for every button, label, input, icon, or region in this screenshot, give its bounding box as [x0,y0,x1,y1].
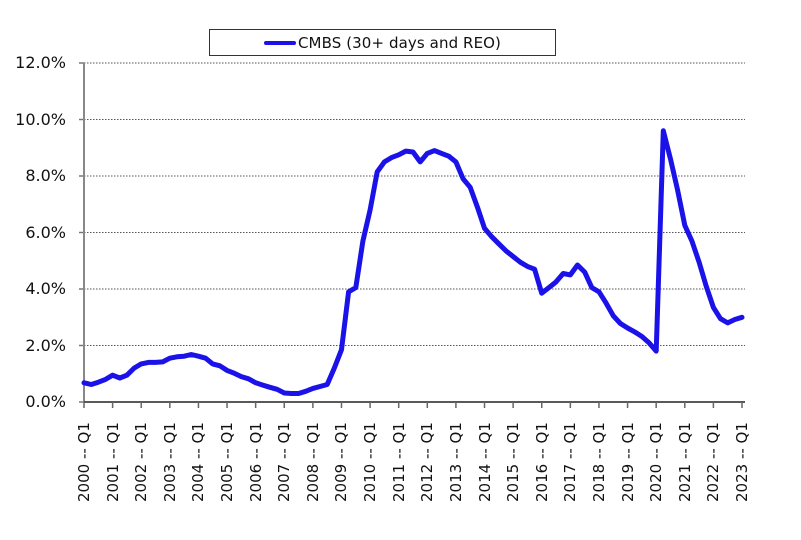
x-tick-label: 2005 -- Q1 [218,422,237,502]
x-tick-label: 2019 -- Q1 [618,422,637,502]
legend: CMBS (30+ days and REO) [209,29,556,56]
x-tick-label: 2023 -- Q1 [733,422,751,502]
y-tick-label: 8.0% [25,166,66,185]
axes [79,62,745,408]
x-tick-label: 2017 -- Q1 [561,422,580,502]
y-tick-label: 0.0% [25,392,66,411]
x-tick-label: 2010 -- Q1 [361,422,380,502]
x-tick-label: 2016 -- Q1 [532,422,551,502]
y-tick-label: 2.0% [25,335,66,355]
x-tick-label: 2020 -- Q1 [647,422,666,502]
x-tick-label: 2022 -- Q1 [704,422,723,502]
x-tick-label: 2014 -- Q1 [475,422,494,502]
cmbs-delinquency-line [81,128,745,396]
x-tick-label: 2021 -- Q1 [675,422,694,502]
x-tick-label: 2011 -- Q1 [389,422,408,502]
legend-line-swatch [263,40,296,45]
x-tick-label: 2018 -- Q1 [589,422,608,502]
y-tick-label: 12.0% [15,53,66,72]
gridlines [84,62,745,346]
x-tick-label: 2013 -- Q1 [446,422,465,502]
x-tick-label: 2009 -- Q1 [332,422,351,502]
x-tick-label: 2003 -- Q1 [160,422,179,502]
x-tick-label: 2000 -- Q1 [75,422,93,502]
x-tick-label: 2007 -- Q1 [275,422,294,502]
x-tick-label: 2002 -- Q1 [132,422,151,502]
x-tick-label: 2006 -- Q1 [246,422,265,502]
x-tick-label: 2012 -- Q1 [418,422,437,502]
x-tick-label: 2001 -- Q1 [103,422,122,502]
x-tick-label: 2004 -- Q1 [189,422,208,502]
y-tick-label: 10.0% [15,109,66,129]
y-tick-label: 6.0% [25,222,66,242]
x-tick-label: 2008 -- Q1 [303,422,322,502]
y-tick-label: 4.0% [25,279,66,298]
x-tick-label: 2015 -- Q1 [504,422,523,502]
legend-label: CMBS (30+ days and REO) [297,33,502,52]
